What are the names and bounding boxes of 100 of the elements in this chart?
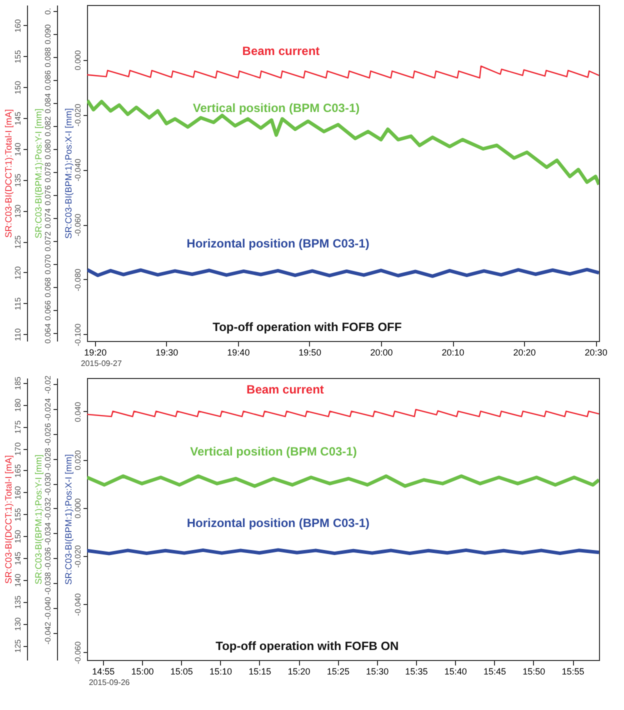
y2-tick-label: 0.088	[44, 46, 52, 68]
y-tick-label: 110	[14, 328, 22, 342]
y-tick-label: 170	[14, 442, 22, 456]
y3-axis-title: SR:C03-BI(BPM:1):Pos:X-I [mm]	[64, 108, 74, 239]
y-tick-label: 155	[14, 507, 22, 522]
series-label: Vertical position (BPM C03-1)	[190, 444, 357, 459]
y-tick-label: 145	[14, 551, 22, 566]
series-label: Beam current	[246, 382, 324, 397]
y3-tick-label: -0.060	[74, 640, 82, 664]
y2-axis-title: SR:C03-BI(BPM:1):Pos:Y-I [mm]	[34, 108, 44, 238]
y3-tick-label: -0.080	[74, 268, 82, 292]
y3-tick-label: 0.020	[74, 450, 82, 470]
y2-tick-label: 0.	[44, 8, 52, 15]
y2-tick-label: 0.064	[44, 322, 52, 344]
x-tick-label: 15:55	[562, 666, 584, 676]
y3-tick-label: -0.020	[74, 103, 82, 126]
y-tick-label: 115	[14, 296, 22, 310]
y3-tick-label: 0.000	[74, 498, 82, 518]
y2-tick-label: 0.076	[44, 184, 52, 206]
y-tick-label: 135	[14, 173, 22, 187]
y3-tick-label: -0.020	[74, 544, 82, 568]
x-tick-label: 15:40	[444, 666, 467, 676]
y2-tick-label: -0.028	[44, 447, 52, 471]
y2-tick-label: -0.032	[44, 497, 52, 520]
x-tick-label: 15:35	[405, 666, 428, 676]
y-tick-label: 150	[14, 80, 22, 94]
x-tick-label: 19:50	[298, 348, 322, 358]
y2-tick-label: -0.040	[44, 596, 52, 620]
y-tick-label: 185	[14, 376, 22, 390]
y2-tick-label: -0.038	[44, 572, 52, 595]
y2-tick-label: 0.090	[44, 24, 52, 44]
line-series	[87, 474, 599, 488]
y2-tick-label: -0.024	[44, 398, 52, 421]
series-label: Horizontal position (BPM C03-1)	[186, 236, 370, 251]
y-tick-label: 180	[14, 398, 22, 412]
y3-tick-label: -0.040	[74, 158, 82, 182]
x-tick-label: 15:30	[366, 666, 389, 676]
y-tick-label: 120	[14, 266, 22, 280]
y3-tick-label: -0.100	[74, 323, 82, 346]
y2-tick-label: 0.078	[44, 162, 52, 182]
y-tick-label: 135	[14, 595, 22, 609]
x-tick-label: 15:45	[483, 666, 506, 676]
y2-tick-label: 0.066	[44, 300, 52, 320]
y-tick-label: 130	[14, 616, 22, 631]
y2-tick-label: 0.084	[44, 92, 52, 114]
y2-tick-label: -0.034	[44, 522, 52, 546]
y2-tick-label: 0.074	[44, 208, 52, 228]
y2-tick-label: 0.072	[44, 230, 52, 252]
y2-tick-label: 0.068	[44, 276, 52, 298]
y2-tick-label: -0.042	[44, 621, 52, 645]
text: 2015-09-26	[88, 678, 130, 687]
y2-tick-label: -0.030	[44, 472, 52, 496]
y2-tick-label: -0.02	[44, 375, 52, 394]
x-tick-label: 19:30	[156, 348, 178, 358]
y3-tick-label: -0.040	[74, 592, 82, 616]
text: 2015-09-27	[80, 359, 122, 368]
x-tick-label: 20:20	[513, 348, 536, 358]
y-tick-label: 175	[14, 420, 22, 434]
y-tick-label: 130	[14, 204, 22, 218]
series-label: Vertical position (BPM C03-1)	[192, 101, 360, 116]
x-tick-label: 15:20	[288, 666, 310, 676]
x-tick-label: 15:50	[522, 666, 546, 676]
y2-tick-label: 0.070	[44, 254, 52, 274]
x-tick-label: 15:05	[170, 666, 193, 676]
y-axis-title: SR:C03-BI(DCCT:1):Total-I [mA]	[4, 455, 14, 584]
y-tick-label: 155	[14, 50, 22, 64]
x-tick-label: 15:10	[209, 666, 232, 676]
y-tick-label: 145	[14, 111, 22, 126]
x-tick-label: 19:40	[227, 348, 250, 358]
y3-tick-label: -0.060	[74, 213, 82, 236]
y2-tick-label: -0.026	[44, 422, 52, 446]
y2-axis-title: SR:C03-BI(BPM:1):Pos:Y-I [mm]	[34, 454, 44, 584]
x-tick-label: 20:00	[370, 348, 393, 358]
y3-axis-title: SR:C03-BI(BPM:1):Pos:X-I [mm]	[64, 454, 74, 585]
y-tick-label: 160	[14, 486, 22, 500]
x-tick-label: 15:00	[131, 666, 154, 676]
series-label: Beam current	[242, 44, 320, 58]
y2-tick-label: 0.082	[44, 116, 52, 136]
y-tick-label: 125	[14, 234, 22, 249]
x-tick-label: 20:30	[584, 348, 608, 358]
series-label: Horizontal position (BPM C03-1)	[186, 516, 370, 530]
y2-tick-label: -0.036	[44, 546, 52, 570]
y3-tick-label: 0.040	[74, 401, 82, 422]
y-tick-label: 125	[14, 638, 22, 653]
line-series	[87, 268, 599, 278]
y-axis-title: SR:C03-BI(DCCT:1):Total-I [mA]	[4, 109, 14, 238]
y-tick-label: 165	[14, 464, 22, 478]
y-tick-label: 140	[14, 573, 22, 588]
y2-tick-label: 0.086	[44, 70, 52, 90]
y3-tick-label: 0.000	[74, 50, 82, 70]
x-tick-label: 15:15	[248, 666, 272, 676]
text: Top-off operation with FOFB OFF	[212, 320, 402, 334]
line-series	[87, 98, 599, 186]
y2-tick-label: 0.080	[44, 138, 52, 160]
x-tick-label: 19:20	[84, 348, 107, 358]
x-tick-label: 15:25	[326, 666, 350, 676]
y-tick-label: 160	[14, 18, 22, 33]
line-series	[87, 65, 599, 79]
text: Top-off operation with FOFB ON	[216, 639, 399, 653]
y-tick-label: 140	[14, 142, 22, 156]
